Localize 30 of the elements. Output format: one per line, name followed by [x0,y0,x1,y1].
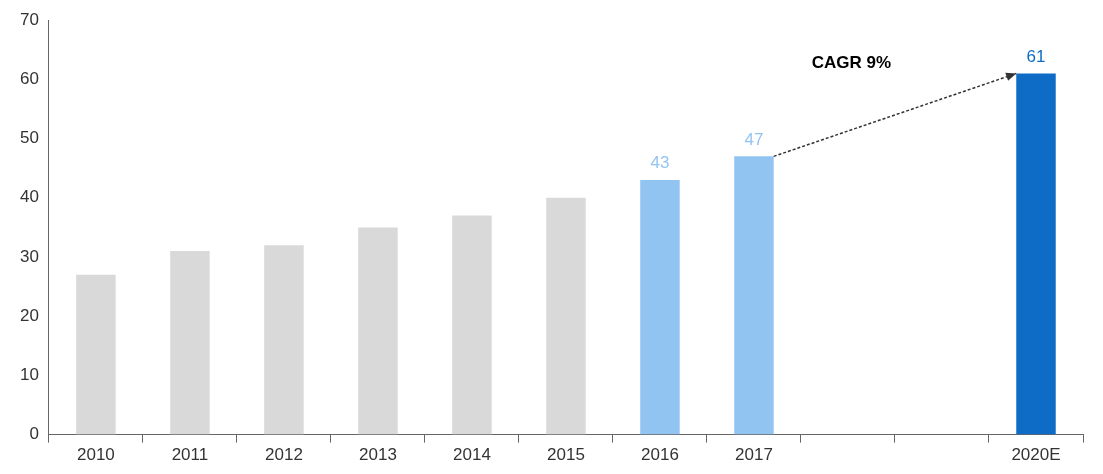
y-tick-label: 50 [19,128,39,148]
x-tick-label: 2017 [735,445,773,465]
y-tick-label: 20 [19,305,39,325]
x-tick-label: 2016 [641,445,679,465]
bar [546,197,586,435]
x-tick-label: 2010 [77,445,115,465]
y-tick-label: 60 [19,69,39,89]
bar [264,245,304,435]
x-tick-label: 2020E [1011,445,1061,465]
x-tick-label: 2011 [171,445,209,465]
y-tick-label: 0 [29,424,39,444]
bar [734,156,774,435]
data-label: 43 [650,153,670,173]
y-tick-label: 70 [19,9,39,29]
data-label: 61 [1026,46,1046,66]
x-tick-label: 2014 [453,445,491,465]
bar [640,180,680,435]
y-tick-label: 10 [19,365,39,385]
x-tick-label: 2012 [265,445,303,465]
bar [452,215,492,435]
bar [76,274,116,435]
x-tick-label: 2015 [547,445,585,465]
x-tick-label: 2013 [359,445,397,465]
y-tick-label: 40 [19,187,39,207]
annotation: CAGR 9% [811,52,892,72]
bar [1016,73,1056,435]
bar [358,227,398,435]
data-label: 47 [744,129,764,149]
bar [170,251,210,435]
y-tick-label: 30 [19,246,39,266]
